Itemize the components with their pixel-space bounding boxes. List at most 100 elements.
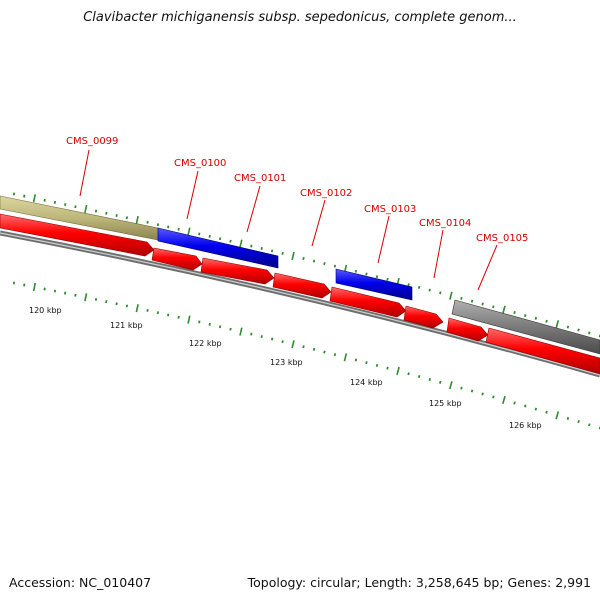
- minor-tick: [407, 372, 410, 376]
- cds-arrow[interactable]: [329, 286, 407, 318]
- gene-feature-blue-1[interactable]: [157, 227, 279, 269]
- major-tick: [84, 293, 88, 302]
- kbp-label: 121 kbp: [110, 321, 143, 330]
- kbp-labels: 120 kbp 121 kbp 122 kbp 123 kbp 124 kbp …: [29, 306, 542, 430]
- cds-arrow[interactable]: [272, 272, 332, 299]
- kbp-label: 126 kbp: [509, 421, 542, 430]
- gene-label-cms-0099[interactable]: CMS_0099: [66, 136, 118, 147]
- major-tick: [291, 251, 295, 261]
- gene-label-cms-0101[interactable]: CMS_0101: [234, 173, 286, 184]
- minor-tick: [260, 246, 263, 251]
- inner-tick-track: [12, 281, 600, 430]
- minor-tick: [375, 275, 379, 279]
- major-tick: [187, 227, 191, 236]
- minor-tick: [302, 256, 305, 261]
- outer-tick-track: [12, 192, 600, 338]
- minor-tick: [534, 407, 538, 411]
- minor-tick: [407, 283, 410, 287]
- minor-tick: [198, 232, 201, 236]
- major-tick: [502, 395, 506, 405]
- minor-tick: [534, 316, 538, 320]
- major-tick: [187, 315, 191, 324]
- minor-tick: [492, 395, 495, 399]
- minor-tick: [365, 272, 368, 276]
- minor-tick: [105, 300, 108, 304]
- accession-text: Accession: NC_010407: [9, 575, 152, 590]
- cds-arrow[interactable]: [0, 213, 155, 257]
- gene-feature-gray[interactable]: [451, 299, 600, 355]
- minor-tick: [588, 423, 591, 427]
- minor-tick: [270, 337, 274, 341]
- minor-tick: [146, 220, 149, 224]
- minor-tick: [218, 237, 222, 241]
- major-tick: [239, 327, 243, 336]
- kbp-label: 125 kbp: [429, 399, 462, 408]
- minor-tick: [74, 293, 77, 297]
- minor-tick: [439, 291, 442, 295]
- minor-tick: [481, 302, 484, 306]
- minor-tick: [156, 311, 160, 315]
- major-tick: [396, 366, 400, 376]
- minor-tick: [375, 363, 379, 367]
- major-tick: [343, 353, 348, 362]
- outer-feature-track: [0, 195, 600, 355]
- minor-tick: [125, 304, 129, 308]
- gene-label-cms-0103[interactable]: CMS_0103: [364, 204, 416, 215]
- minor-tick: [167, 225, 170, 229]
- cds-arrow[interactable]: [151, 247, 203, 271]
- minor-tick: [365, 361, 368, 365]
- minor-tick: [53, 289, 57, 293]
- minor-tick: [524, 404, 527, 408]
- minor-tick: [125, 216, 129, 220]
- major-tick: [32, 282, 36, 292]
- gene-feature-blue-2[interactable]: [335, 268, 413, 301]
- cds-arrow[interactable]: [485, 327, 600, 375]
- gene-label-cms-0105[interactable]: CMS_0105: [476, 233, 528, 244]
- minor-tick: [229, 239, 232, 243]
- minor-tick: [333, 264, 337, 268]
- major-tick: [135, 304, 139, 313]
- minor-tick: [105, 211, 108, 215]
- minor-tick: [260, 335, 263, 339]
- minor-tick: [229, 327, 232, 331]
- minor-tick: [167, 313, 170, 317]
- minor-tick: [428, 288, 431, 292]
- minor-tick: [417, 285, 421, 289]
- minor-tick: [354, 358, 358, 362]
- minor-tick: [312, 347, 316, 351]
- cds-arrow[interactable]: [403, 305, 444, 329]
- minor-tick: [481, 392, 484, 396]
- minor-tick: [270, 249, 274, 253]
- minor-tick: [64, 203, 67, 207]
- minor-tick: [156, 223, 160, 227]
- minor-tick: [208, 322, 211, 326]
- kbp-label: 124 kbp: [350, 378, 383, 387]
- minor-tick: [94, 209, 98, 213]
- major-tick: [32, 194, 37, 203]
- minor-tick: [250, 244, 253, 248]
- cds-arrow[interactable]: [446, 317, 489, 342]
- gene-label-cms-0104[interactable]: CMS_0104: [419, 218, 471, 229]
- gene-labels: CMS_0099 CMS_0100 CMS_0101 CMS_0102 CMS_…: [66, 136, 528, 244]
- minor-tick: [281, 251, 284, 255]
- minor-tick: [417, 375, 421, 379]
- major-tick: [84, 204, 88, 213]
- minor-tick: [198, 320, 201, 324]
- minor-tick: [513, 311, 516, 315]
- minor-tick: [43, 287, 46, 291]
- cds-arrow[interactable]: [200, 257, 275, 285]
- minor-tick: [74, 205, 77, 209]
- minor-tick: [12, 192, 16, 196]
- backbone-line: [0, 230, 600, 378]
- minor-tick: [566, 325, 570, 329]
- gene-label-cms-0100[interactable]: CMS_0100: [174, 158, 226, 169]
- minor-tick: [177, 315, 180, 319]
- minor-tick: [386, 277, 389, 281]
- minor-tick: [218, 325, 222, 329]
- minor-tick: [354, 269, 358, 273]
- gene-label-cms-0102[interactable]: CMS_0102: [300, 188, 352, 199]
- minor-tick: [43, 198, 46, 202]
- minor-tick: [492, 305, 495, 309]
- minor-tick: [470, 299, 474, 303]
- map-title: Clavibacter michiganensis subsp. sepedon…: [83, 10, 517, 25]
